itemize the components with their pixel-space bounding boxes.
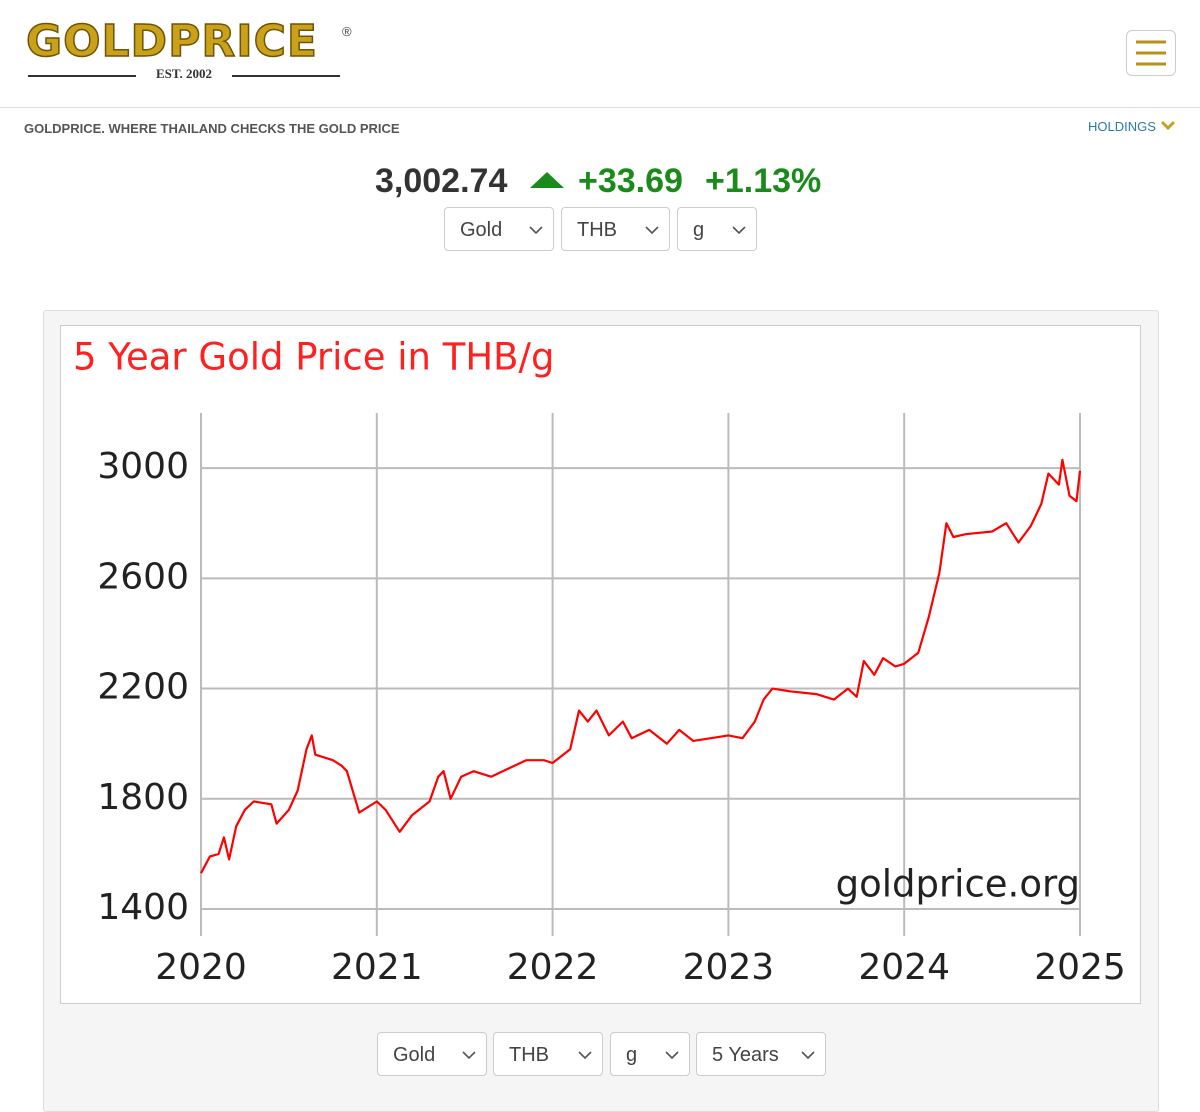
select-value[interactable]: g: [626, 1044, 638, 1066]
tagline: GOLDPRICE. WHERE THAILAND CHECKS THE GOL…: [24, 121, 400, 136]
holdings-text[interactable]: HOLDINGS: [1088, 119, 1156, 134]
watermark: goldprice.org: [836, 863, 1080, 906]
x-tick-label: 2020: [155, 947, 247, 988]
x-tick-label: 2022: [507, 947, 599, 988]
select-chevron: [665, 1051, 679, 1060]
chart-frame: 5 Year Gold Price in THB/g 1400 1800 2200 2…: [60, 325, 1141, 1004]
logo-mark: ®: [342, 24, 352, 39]
y-tick-label: 2600: [97, 556, 189, 597]
y-tick-label: 2200: [97, 667, 189, 708]
select-value[interactable]: 5 Years: [712, 1044, 779, 1066]
select-value[interactable]: Gold: [393, 1044, 436, 1066]
select-chevron: [732, 226, 746, 235]
select-value[interactable]: g: [693, 219, 705, 241]
holdings-link[interactable]: HOLDINGS: [1088, 119, 1176, 134]
select-chevron: [645, 226, 659, 235]
logo[interactable]: GOLDPRICE: [25, 15, 318, 68]
x-tick-label: 2024: [858, 947, 950, 988]
logo-rule: [232, 75, 340, 77]
select-value[interactable]: THB: [577, 219, 617, 241]
select[interactable]: g: [677, 207, 757, 251]
select[interactable]: THB: [493, 1032, 603, 1076]
logo-sub: EST. 2002: [155, 66, 213, 81]
y-tick-label: 3000: [97, 446, 189, 487]
select-chevron: [801, 1051, 815, 1060]
select-value[interactable]: Gold: [460, 219, 503, 241]
select[interactable]: Gold: [444, 207, 554, 251]
select[interactable]: Gold: [377, 1032, 487, 1076]
chart-title: 5 Year Gold Price in THB/g: [73, 336, 555, 379]
select[interactable]: THB: [561, 207, 670, 251]
price: 3,002.74: [375, 162, 508, 200]
x-tick-label: 2021: [331, 947, 423, 988]
y-tick-label: 1800: [97, 777, 189, 818]
select-chevron: [529, 226, 543, 235]
change-pct: +1.13%: [705, 162, 822, 200]
price-line: [200, 458, 1082, 874]
y-tick-label: 1400: [97, 887, 189, 928]
x-tick-label: 2025: [1034, 947, 1126, 988]
menu-icon: [1136, 40, 1166, 66]
select[interactable]: 5 Years: [696, 1032, 826, 1076]
select[interactable]: g: [610, 1032, 690, 1076]
chevron: [1160, 120, 1175, 131]
select-value[interactable]: THB: [509, 1044, 549, 1066]
menu-button[interactable]: [1126, 30, 1176, 76]
chart: 5 Year Gold Price in THB/g 1400 1800 2200 2…: [73, 336, 1126, 989]
select-chevron: [578, 1051, 592, 1060]
change: +33.69: [578, 162, 683, 200]
logo-rule: [28, 75, 136, 77]
up-arrow: [530, 172, 564, 188]
x-tick-label: 2023: [683, 947, 775, 988]
divider: [0, 107, 1200, 108]
select-chevron: [462, 1051, 476, 1060]
